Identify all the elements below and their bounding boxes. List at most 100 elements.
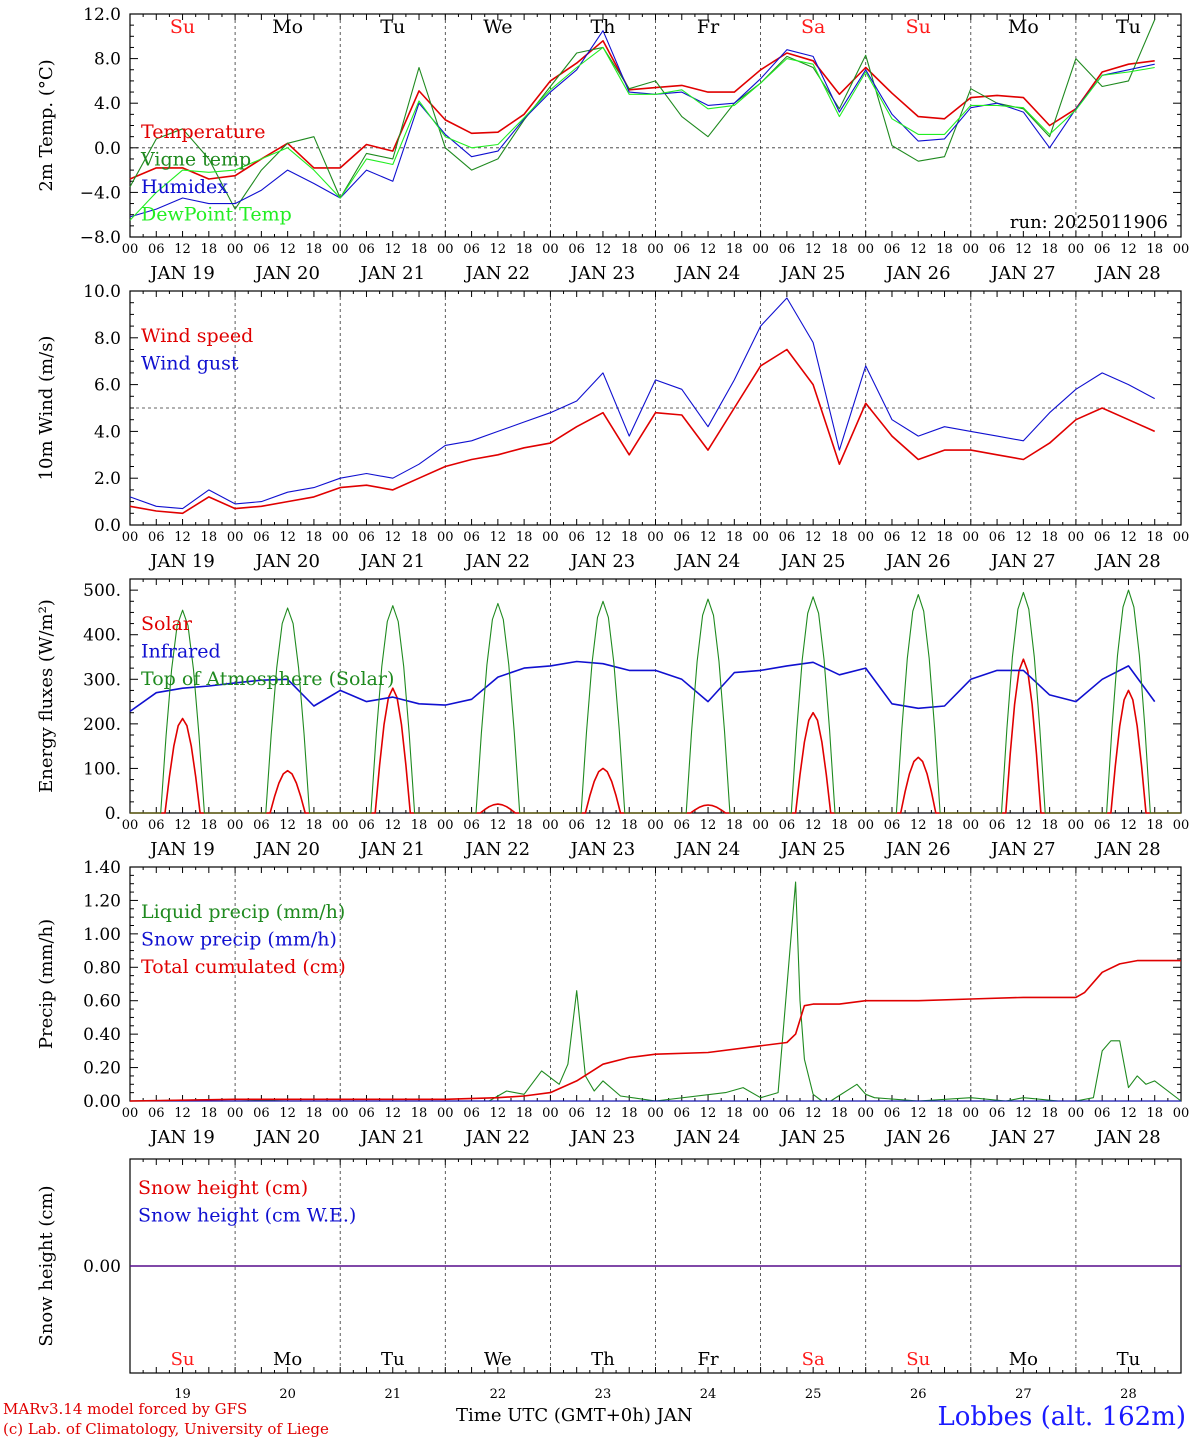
x-day-label: JAN 25 — [779, 1127, 846, 1148]
y-tick-label: 4.0 — [94, 422, 121, 442]
x-hour-label: 18 — [1146, 530, 1163, 545]
legend-entry: Infrared — [141, 641, 221, 663]
x-day-label: JAN 19 — [148, 839, 215, 860]
x-hour-label: 06 — [253, 242, 270, 257]
x-day-label: JAN 27 — [989, 551, 1056, 572]
x-hour-label: 18 — [936, 530, 953, 545]
y-tick-label: 8.0 — [94, 329, 121, 349]
x-hour-label: 12 — [384, 530, 401, 545]
panel-3 — [129, 578, 1182, 814]
x-hour-label: 06 — [779, 242, 796, 257]
x-hour-label: 06 — [148, 818, 165, 833]
x-hour-label: 12 — [1015, 818, 1032, 833]
x-hour-label: 06 — [253, 530, 270, 545]
x-hour-label: 00 — [437, 530, 454, 545]
series-line-vigne-temp — [129, 19, 1156, 210]
x-hour-label: 18 — [516, 1106, 533, 1121]
x-hour-label: 18 — [1146, 242, 1163, 257]
x-day-label: JAN 27 — [989, 839, 1056, 860]
x-hour-label: 18 — [831, 1106, 848, 1121]
x-hour-label: 06 — [989, 1106, 1006, 1121]
y-tick-label: 200. — [83, 715, 121, 735]
series-line-liquid-precip-mm-h- — [129, 881, 1182, 1102]
x-hour-label: 18 — [726, 530, 743, 545]
y-axis-label: Snow height (cm) — [36, 1185, 57, 1346]
x-hour-label: 12 — [700, 242, 717, 257]
x-day-label: JAN 19 — [148, 551, 215, 572]
x-hour-label: 12 — [805, 1106, 822, 1121]
y-tick-label: 1.00 — [83, 925, 121, 945]
x-hour-label: 12 — [490, 242, 507, 257]
x-day-label: JAN 28 — [1094, 839, 1161, 860]
x-hour-label: 12 — [174, 530, 191, 545]
x-day-label: JAN 24 — [674, 263, 741, 284]
x-hour-label: 00 — [437, 242, 454, 257]
x-hour-label: 00 — [227, 1106, 244, 1121]
x-day-label: JAN 22 — [464, 551, 531, 572]
x-hour-label: 06 — [358, 818, 375, 833]
day-name-bottom: Su — [906, 1349, 930, 1370]
x-day-number: 26 — [910, 1387, 927, 1402]
series-line-dewpoint-temp — [129, 46, 1155, 221]
x-hour-label: 12 — [910, 242, 927, 257]
x-hour-label: 12 — [805, 818, 822, 833]
y-tick-label: 400. — [83, 626, 121, 646]
x-hour-label: 12 — [595, 242, 612, 257]
x-hour-label: 18 — [306, 1106, 323, 1121]
x-hour-label: 06 — [568, 1106, 585, 1121]
x-hour-label: 06 — [779, 1106, 796, 1121]
x-day-number: 27 — [1015, 1387, 1032, 1402]
x-hour-label: 12 — [174, 242, 191, 257]
x-hour-label: 18 — [936, 1106, 953, 1121]
x-hour-label: 00 — [752, 818, 769, 833]
x-hour-label: 12 — [805, 242, 822, 257]
x-hour-label: 00 — [1068, 818, 1085, 833]
legend-entry: Solar — [141, 613, 193, 635]
legend-entry: Wind speed — [141, 325, 253, 347]
x-hour-label: 00 — [1068, 1106, 1085, 1121]
y-axis-label: Energy fluxes (W/m²) — [36, 599, 57, 793]
y-axis-label: 2m Temp. (°C) — [36, 59, 57, 191]
x-day-label: JAN 21 — [358, 1127, 425, 1148]
x-hour-label: 06 — [463, 530, 480, 545]
x-hour-label: 00 — [542, 530, 559, 545]
x-hour-label: 12 — [490, 530, 507, 545]
x-hour-label: 06 — [568, 818, 585, 833]
credit-line-2: (c) Lab. of Climatology, University of L… — [3, 1420, 329, 1438]
x-hour-label: 12 — [1015, 1106, 1032, 1121]
x-hour-label: 12 — [1120, 1106, 1137, 1121]
x-hour-label: 12 — [595, 818, 612, 833]
x-hour-label: 18 — [516, 530, 533, 545]
x-hour-label: 00 — [647, 1106, 664, 1121]
x-hour-label: 00 — [122, 1106, 139, 1121]
x-hour-label: 12 — [910, 818, 927, 833]
legend-entry: Temperature — [141, 121, 265, 143]
x-hour-label: 00 — [647, 818, 664, 833]
legend-entry: Vigne temp — [140, 149, 251, 171]
x-hour-label: 00 — [1068, 530, 1085, 545]
x-hour-label: 00 — [332, 242, 349, 257]
x-hour-label: 00 — [437, 818, 454, 833]
x-hour-label: 12 — [595, 1106, 612, 1121]
x-day-label: JAN 26 — [884, 1127, 951, 1148]
x-day-label: JAN 28 — [1094, 263, 1161, 284]
x-hour-label: 18 — [306, 242, 323, 257]
x-hour-label: 00 — [752, 1106, 769, 1121]
x-hour-label: 00 — [857, 818, 874, 833]
station-name: Lobbes (alt. 162m) — [937, 1402, 1186, 1432]
day-name-bottom: Sa — [802, 1349, 825, 1370]
x-hour-label: 06 — [463, 1106, 480, 1121]
y-tick-label: 300. — [83, 670, 121, 690]
x-hour-label: 12 — [700, 530, 717, 545]
x-hour-label: 06 — [989, 530, 1006, 545]
x-hour-label: 12 — [174, 1106, 191, 1121]
panel-5 — [129, 1158, 1182, 1374]
series-line-humidex — [129, 30, 1155, 218]
legend-entry: Liquid precip (mm/h) — [141, 901, 345, 923]
day-name-bottom: Su — [171, 1349, 195, 1370]
x-day-label: JAN 23 — [569, 551, 636, 572]
x-hour-label: 06 — [463, 818, 480, 833]
legend-entry: Humidex — [141, 176, 228, 198]
x-hour-label: 12 — [1120, 818, 1137, 833]
x-hour-label: 18 — [831, 530, 848, 545]
